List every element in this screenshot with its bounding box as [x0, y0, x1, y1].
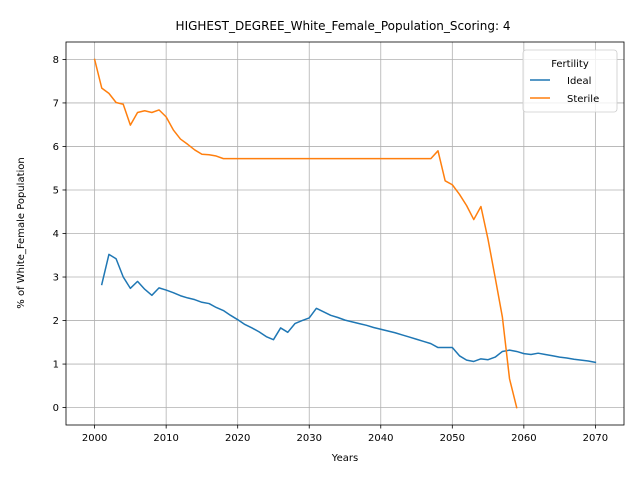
legend-box	[522, 49, 618, 113]
x-tick-label: 2050	[440, 433, 465, 444]
y-tick-label: 2	[53, 316, 59, 327]
series-line-sterile	[93, 58, 518, 409]
x-axis-ticks: 2000 2010 2020 2030 2040 2050 2060 2070	[82, 425, 608, 444]
y-tick-label: 3	[53, 273, 59, 284]
y-tick-label: 1	[53, 360, 59, 371]
y-tick-label: 7	[53, 98, 59, 109]
chart-title: HIGHEST_DEGREE_White_Female_Population_S…	[176, 19, 511, 33]
x-axis-label: Years	[331, 453, 358, 464]
x-tick-label: 2030	[297, 433, 322, 444]
y-tick-label: 6	[53, 142, 59, 153]
y-tick-label: 0	[53, 403, 59, 414]
x-tick-label: 2070	[583, 433, 608, 444]
x-tick-label: 2000	[82, 433, 107, 444]
x-tick-label: 2010	[153, 433, 178, 444]
y-tick-label: 8	[53, 55, 59, 66]
y-tick-label: 5	[53, 185, 59, 196]
legend-title: Fertility	[551, 59, 589, 70]
y-axis-label: % of White_Female Population	[16, 157, 27, 308]
y-tick-label: 4	[53, 229, 59, 240]
legend: Fertility Ideal Sterile	[522, 49, 618, 113]
legend-label-ideal: Ideal	[567, 76, 591, 87]
y-axis-ticks: 0 1 2 3 4 5 6 7 8	[53, 55, 66, 414]
x-tick-label: 2060	[511, 433, 536, 444]
series-line-ideal	[100, 253, 597, 364]
legend-label-sterile: Sterile	[567, 94, 599, 105]
series-lines	[93, 58, 597, 409]
x-tick-label: 2020	[225, 433, 250, 444]
x-tick-label: 2040	[368, 433, 393, 444]
